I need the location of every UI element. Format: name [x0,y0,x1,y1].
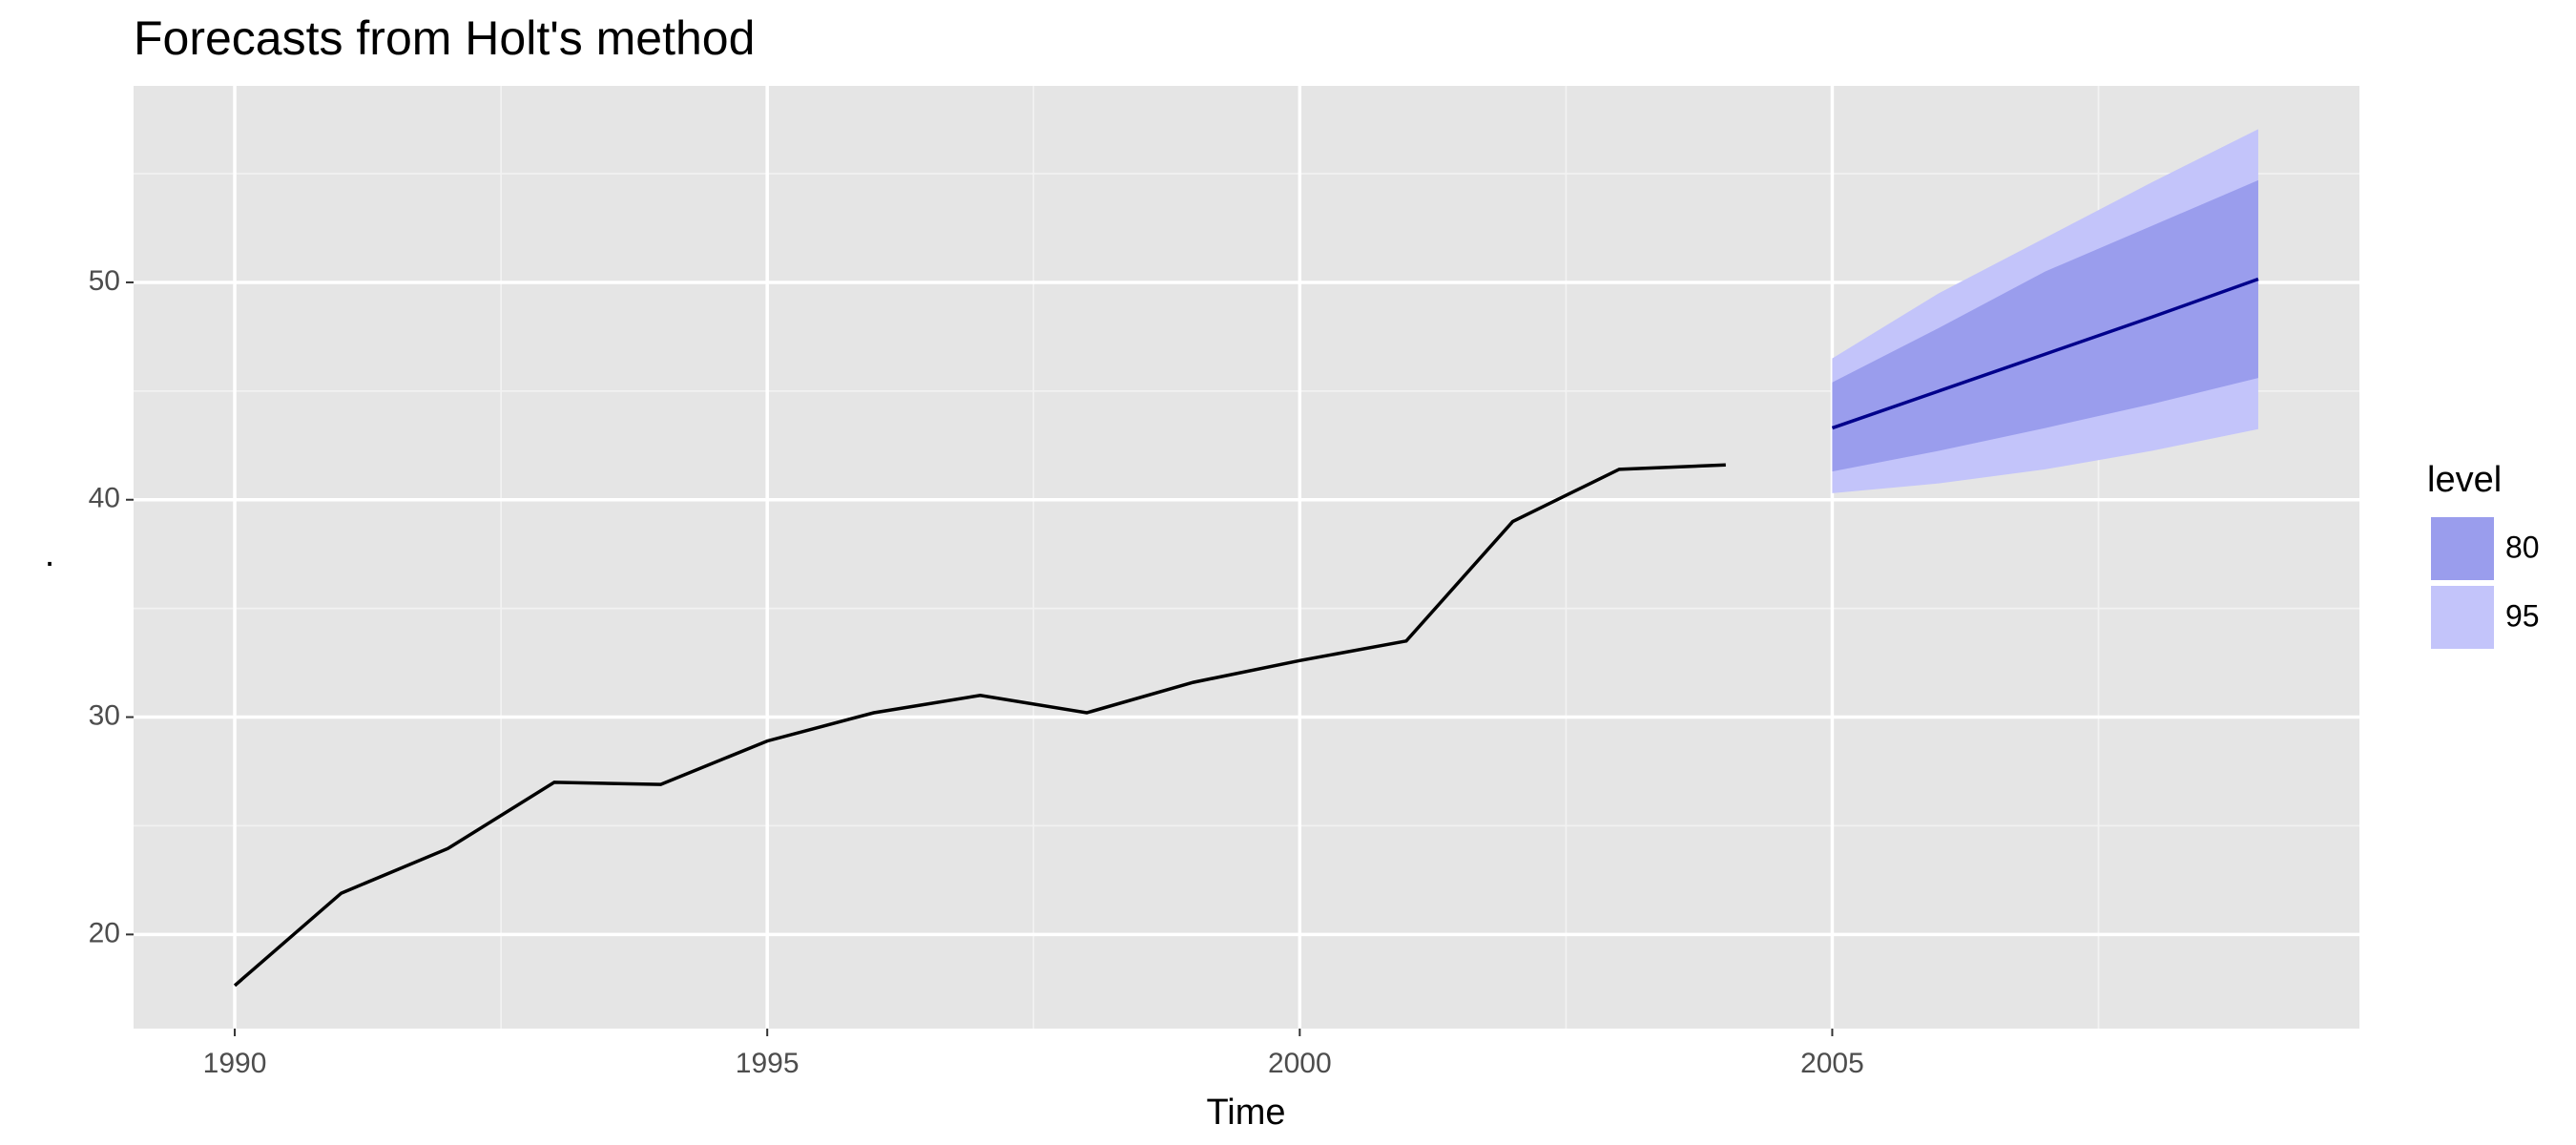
x-tick-label: 1995 [736,1048,800,1079]
y-tick-label: 20 [89,917,120,948]
prediction-interval [1832,179,2258,472]
x-tick-label: 2000 [1268,1048,1332,1079]
chart-title: Forecasts from Holt's method [134,11,755,65]
observed-line [233,463,1726,988]
x-tick-label: 2005 [1800,1048,1864,1079]
y-axis-title: . [45,534,55,574]
y-tick-label: 40 [89,483,120,514]
legend-title: level [2427,460,2502,500]
plot-panel [134,86,2359,1029]
y-tick-label: 50 [89,265,120,297]
y-tick-label: 30 [89,699,120,731]
legend-label: 80 [2505,530,2540,564]
x-tick-label: 1990 [203,1048,267,1079]
legend-label: 95 [2505,598,2540,633]
forecast-line [1831,277,2259,430]
legend-key [2431,586,2494,649]
x-axis-title: Time [1206,1093,1285,1133]
legend-key [2431,517,2494,580]
